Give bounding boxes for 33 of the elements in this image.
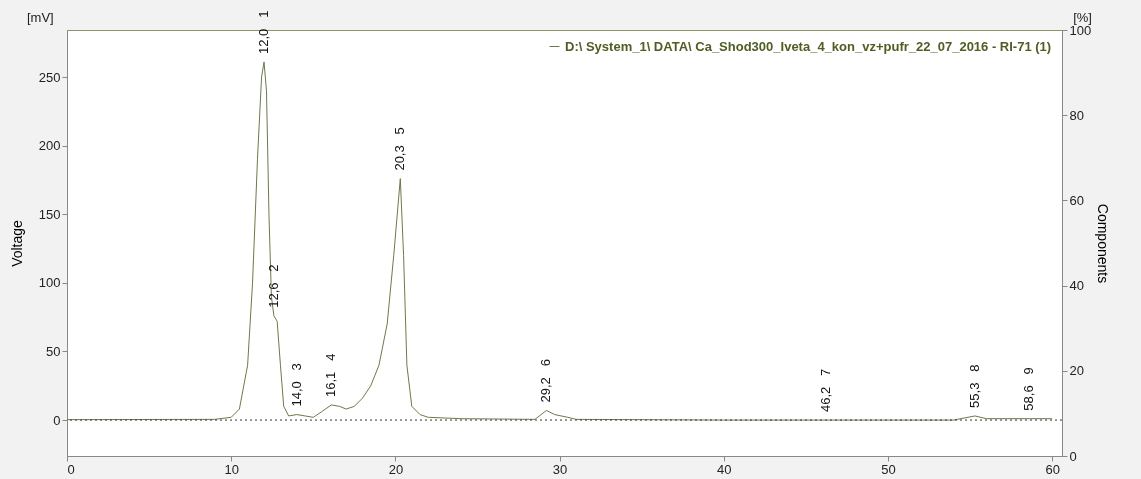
y-tick-label: 150 <box>38 206 61 222</box>
annotation: 46,2 7 <box>817 368 833 413</box>
x-tick-label: 40 <box>717 461 732 477</box>
annotation: 12,6 2 <box>265 264 281 308</box>
annotation: 58,6 9 <box>1021 367 1037 411</box>
legend-label: D:\ System_1\ DATA\ Ca_Shod300_Iveta_4_kon_vz+pufr_22_07_2016 - RI-71 (1) <box>565 38 1052 54</box>
annotation: 12,0 1 <box>256 10 272 54</box>
annotation: 14,0 3 <box>288 363 304 407</box>
y-tick-label: 50 <box>46 343 61 359</box>
line-series <box>66 61 1053 421</box>
y2-tick-label: 20 <box>1069 363 1084 379</box>
y-axis-title: Voltage <box>8 219 25 267</box>
text: [%] <box>1073 10 1092 25</box>
annotation: 20,3 5 <box>392 127 408 171</box>
x-tick-label: 10 <box>224 461 239 477</box>
x-tick-label: 60 <box>1045 461 1060 477</box>
y2-tick-label: 60 <box>1069 192 1084 208</box>
annotation: 29,2 6 <box>538 359 554 403</box>
y-tick-label: 200 <box>38 138 61 154</box>
y2-tick-label: 80 <box>1069 107 1084 123</box>
y2-tick-label: 0 <box>1069 448 1077 464</box>
y2-axis-title: Components <box>1095 203 1112 284</box>
y2-tick-label: 40 <box>1069 278 1084 294</box>
y-tick-label: 0 <box>53 412 61 428</box>
annotation: 55,3 8 <box>966 364 982 408</box>
annotation: 16,1 4 <box>323 353 339 397</box>
y-tick-label: 100 <box>38 275 61 291</box>
text: [mV] <box>27 10 54 25</box>
x-tick-label: 50 <box>881 461 896 477</box>
x-tick-label: 30 <box>552 461 568 477</box>
y-tick-label: 250 <box>38 69 61 85</box>
x-tick-label: 20 <box>388 461 404 477</box>
x-tick-label: 0 <box>67 461 75 477</box>
